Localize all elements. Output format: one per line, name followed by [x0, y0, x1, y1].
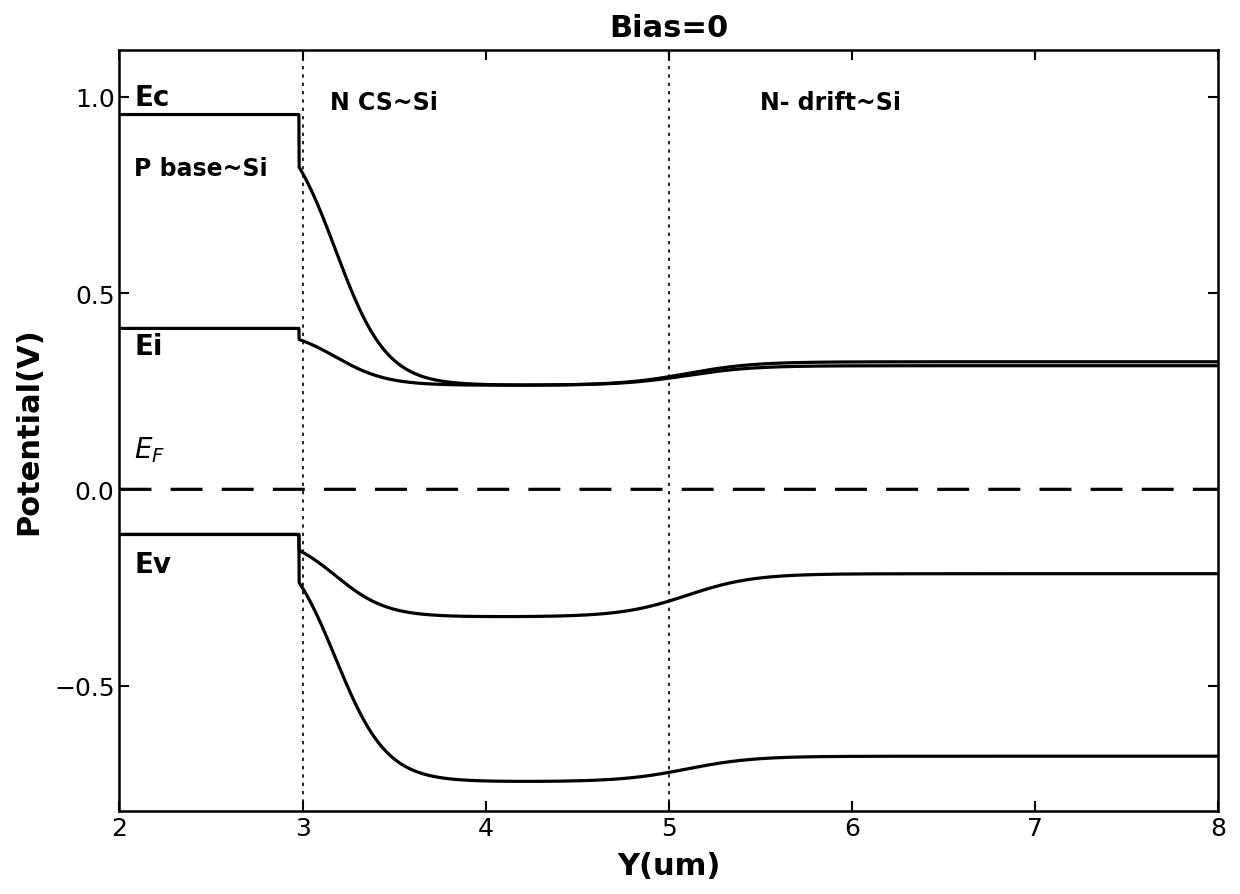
Text: N CS~Si: N CS~Si [330, 90, 438, 114]
Text: $E_F$: $E_F$ [134, 434, 165, 464]
Title: Bias=0: Bias=0 [609, 14, 728, 43]
Text: P base~Si: P base~Si [134, 157, 268, 181]
Text: Ei: Ei [134, 333, 162, 361]
Text: N- drift~Si: N- drift~Si [760, 90, 901, 114]
Text: Ev: Ev [134, 551, 171, 578]
Y-axis label: Potential(V): Potential(V) [14, 327, 43, 535]
Text: Ec: Ec [134, 83, 170, 112]
X-axis label: Y(um): Y(um) [618, 851, 720, 880]
